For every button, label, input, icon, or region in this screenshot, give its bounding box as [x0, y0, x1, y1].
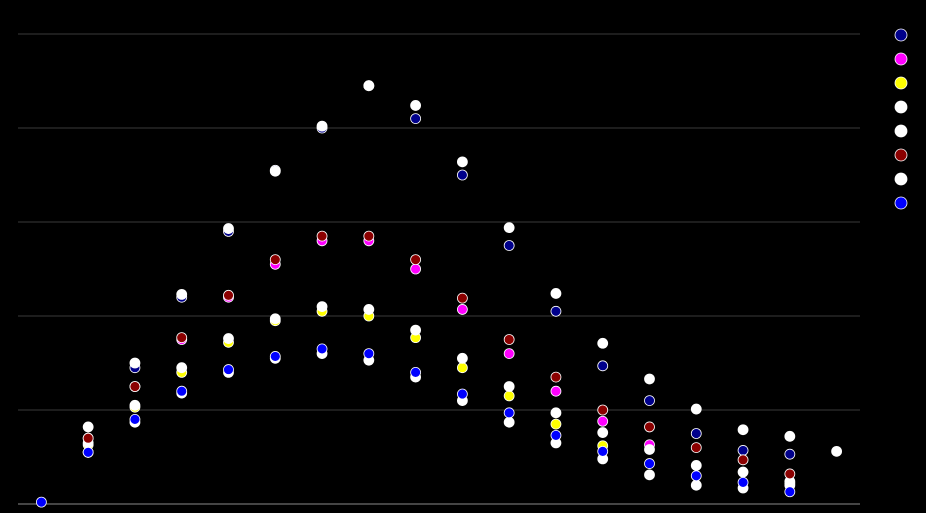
- gridlines: [18, 33, 860, 505]
- data-point-series-1: [456, 169, 468, 181]
- data-point-series-8: [784, 486, 796, 498]
- data-point-series-1: [503, 240, 515, 251]
- data-point-series-4: [831, 445, 843, 457]
- data-point-series-5: [550, 407, 562, 419]
- data-point-series-4: [644, 373, 655, 385]
- data-point-series-4: [503, 222, 515, 234]
- data-point-series-5: [410, 324, 422, 336]
- data-point-series-8: [35, 496, 47, 508]
- data-point-series-2: [410, 263, 422, 275]
- data-point-series-4: [223, 223, 234, 234]
- legend-marker-series-1: [894, 28, 908, 42]
- data-point-series-6: [503, 334, 515, 345]
- data-point-series-8: [550, 429, 562, 441]
- data-point-series-6: [690, 442, 702, 454]
- data-point-series-6: [550, 371, 562, 383]
- data-point-series-8: [503, 407, 515, 419]
- data-point-series-6: [316, 230, 328, 242]
- data-point-series-8: [316, 343, 328, 355]
- legend: [894, 28, 908, 210]
- data-point-series-5: [456, 352, 468, 364]
- data-point-series-8: [176, 385, 188, 397]
- data-point-series-7: [503, 416, 515, 428]
- data-point-series-5: [737, 466, 749, 478]
- data-point-series-6: [456, 292, 468, 304]
- data-point-series-6: [269, 254, 281, 266]
- data-point-series-3: [550, 418, 562, 430]
- data-point-series-1: [597, 360, 609, 372]
- data-point-series-4: [269, 165, 281, 177]
- data-point-series-3: [456, 362, 468, 374]
- legend-marker-series-7: [894, 172, 908, 186]
- data-point-series-6: [129, 381, 141, 392]
- data-point-series-8: [410, 366, 422, 378]
- data-point-series-8: [690, 470, 702, 482]
- data-point-series-3: [503, 390, 515, 402]
- legend-marker-series-6: [894, 148, 908, 162]
- data-point-series-1: [410, 113, 422, 124]
- data-point-series-8: [269, 351, 281, 362]
- data-point-series-4: [784, 430, 796, 442]
- data-point-series-7: [644, 469, 655, 481]
- data-point-series-1: [644, 395, 655, 407]
- data-point-series-6: [223, 289, 234, 301]
- data-point-series-2: [456, 304, 468, 315]
- data-point-series-5: [223, 333, 234, 344]
- data-point-series-2: [503, 348, 515, 360]
- data-point-series-8: [363, 348, 375, 360]
- data-point-series-4: [82, 421, 94, 433]
- data-point-series-4: [410, 100, 422, 111]
- data-point-series-1: [737, 445, 749, 456]
- data-point-series-4: [456, 156, 468, 168]
- data-point-series-6: [784, 468, 796, 480]
- data-point-series-8: [223, 364, 234, 375]
- data-point-series-4: [737, 424, 749, 436]
- data-point-series-8: [456, 388, 468, 400]
- data-point-series-1: [690, 428, 702, 439]
- data-point-series-4: [129, 357, 141, 369]
- data-point-series-8: [737, 476, 749, 488]
- legend-marker-series-5: [894, 124, 908, 138]
- data-point-series-5: [363, 304, 375, 315]
- data-point-series-6: [597, 404, 609, 416]
- data-point-series-4: [690, 403, 702, 415]
- data-point-series-8: [129, 413, 141, 425]
- data-point-series-4: [316, 120, 328, 132]
- data-point-series-6: [737, 454, 749, 466]
- legend-marker-series-3: [894, 76, 908, 90]
- data-point-series-4: [550, 288, 562, 299]
- data-point-series-2: [550, 385, 562, 397]
- legend-marker-series-8: [894, 196, 908, 210]
- data-point-series-6: [363, 230, 375, 242]
- data-points: [35, 80, 843, 508]
- data-point-series-1: [550, 305, 562, 317]
- data-point-series-1: [784, 448, 796, 460]
- data-point-series-8: [597, 445, 609, 457]
- data-point-series-5: [644, 444, 655, 455]
- data-point-series-5: [597, 427, 609, 438]
- data-point-series-4: [363, 80, 375, 92]
- legend-marker-series-4: [894, 100, 908, 114]
- data-point-series-5: [129, 399, 141, 411]
- data-point-series-5: [176, 362, 188, 374]
- data-point-series-4: [176, 288, 188, 300]
- data-point-series-8: [82, 446, 94, 458]
- data-point-series-6: [82, 432, 94, 444]
- data-point-series-2: [597, 415, 609, 427]
- data-point-series-5: [503, 381, 515, 392]
- data-point-series-5: [690, 460, 702, 471]
- data-point-series-6: [410, 254, 422, 266]
- legend-marker-series-2: [894, 52, 908, 66]
- data-point-series-5: [269, 313, 281, 325]
- data-point-series-4: [597, 337, 609, 349]
- data-point-series-6: [176, 332, 188, 344]
- data-point-series-6: [644, 421, 655, 433]
- data-point-series-8: [644, 458, 655, 469]
- data-point-series-5: [316, 301, 328, 313]
- data-point-series-7: [690, 479, 702, 491]
